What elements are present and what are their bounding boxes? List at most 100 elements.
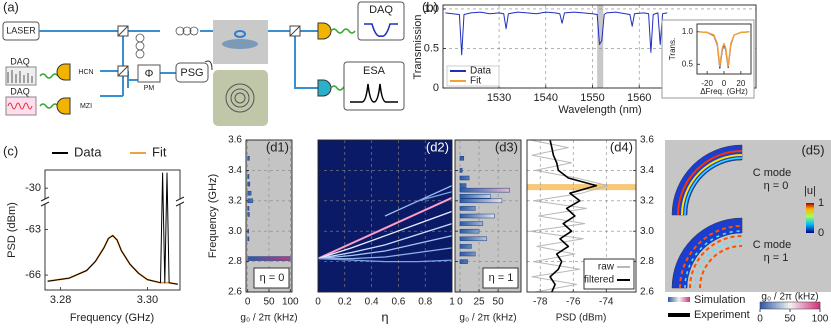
panel-label: (c) (3, 143, 18, 158)
y-tick-label: -63 (25, 223, 41, 235)
x-tick-label: -20 (701, 79, 713, 88)
psg-label: PSG (180, 67, 203, 79)
simulation-panel: (d5) C mode η = 0 C mode η = 1 |u| (665, 140, 831, 292)
x-tick-label: 3.28 (50, 294, 71, 306)
colorbar-cell (808, 302, 811, 309)
legend-label: Fit (470, 76, 481, 87)
legend-label: Data (470, 66, 492, 77)
x-tick-label: 0.8 (418, 297, 432, 308)
splitter-face (117, 25, 129, 37)
phase-label: Φ (145, 68, 154, 80)
bar (247, 228, 249, 234)
mode-shape (684, 157, 743, 216)
colorbar-cell (778, 302, 781, 309)
daq-box (357, 1, 405, 41)
device-image (213, 70, 268, 126)
daq-label: DAQ (369, 4, 393, 16)
series-line (318, 247, 453, 260)
eta-label: η = 1 (764, 252, 789, 264)
y-tick-label: 3.2 (228, 195, 242, 206)
y-tick-label: 2.8 (228, 256, 242, 267)
x-tick-label: 0 (245, 297, 251, 308)
x-tick-label: 3.30 (137, 294, 158, 306)
colorbar-cell (770, 302, 773, 309)
bar (459, 175, 470, 181)
colorbar-cell (764, 302, 767, 309)
colorbar-cell (806, 302, 809, 309)
colorbar-cell (776, 302, 779, 309)
x-tick-label: 50 (493, 297, 505, 308)
mode-shape (684, 230, 743, 289)
mzi-label: MZI (80, 103, 92, 110)
x-axis-label: ΔFreq. (GHz) (700, 87, 748, 96)
mode-label: C mode (753, 167, 792, 179)
colorbar-cell (786, 302, 789, 309)
bar (459, 259, 468, 264)
colorbar-cell (816, 302, 819, 309)
bar (459, 221, 484, 226)
series-line (317, 210, 453, 260)
bar (459, 206, 476, 211)
bar (247, 256, 291, 261)
y-tick-label: -30 (25, 182, 41, 194)
fiber (39, 30, 318, 97)
bar (459, 155, 465, 161)
esa-box (343, 61, 405, 111)
x-tick-label: 1560 (627, 92, 651, 104)
y-axis-label: PSD (dBm) (6, 202, 18, 258)
mode-shape (681, 154, 743, 216)
x-tick-label: 1550 (580, 92, 604, 104)
mode-label: C mode (753, 239, 792, 251)
x-tick-label: 0 (457, 297, 463, 308)
legend-label: Experiment (694, 309, 750, 321)
colorbar-cell (782, 302, 785, 309)
plot-frame (526, 139, 637, 293)
y-tick-label: 3.0 (640, 226, 654, 237)
mode-shape (671, 144, 743, 216)
daq-label: DAQ (10, 86, 30, 96)
bar (459, 168, 463, 173)
x-tick-label: 0.2 (338, 297, 352, 308)
colorbar-cell (766, 302, 769, 309)
y-tick-label: 3.6 (228, 135, 242, 146)
esa-label: ESA (363, 65, 386, 77)
annotation-box (482, 267, 519, 289)
x-tick-label: 0 (722, 79, 727, 88)
panel-label: (d4) (610, 139, 633, 154)
x-tick-label: 20 (736, 79, 745, 88)
bar (459, 228, 480, 234)
panel-label: (d3) (495, 139, 518, 154)
bar (459, 193, 491, 199)
x-axis-label: g₀ / 2π (kHz) (240, 313, 297, 324)
legend-label: filtered (584, 275, 614, 286)
eta-label: η = 0 (764, 180, 789, 192)
plot-frame (44, 169, 181, 291)
y-tick-label: 3.0 (228, 226, 242, 237)
panel-label: (a) (3, 0, 19, 14)
colorbar-cell (768, 302, 771, 309)
series-line (317, 222, 453, 260)
plot-area (45, 170, 180, 290)
panel-label: (d2) (426, 139, 449, 154)
colorbar-tick-label: 0 (757, 314, 763, 325)
colorbar-tick-label: 100 (812, 314, 829, 325)
panel-label: (d1) (266, 139, 289, 154)
hcn-label: HCN (78, 69, 93, 76)
series-line (529, 139, 609, 293)
colorbar (806, 203, 814, 233)
fiber-coils (135, 26, 199, 59)
axis-break-mark (40, 196, 50, 207)
axis-break-mark (175, 196, 185, 207)
colorbar-cell (792, 302, 795, 309)
annotation-box (253, 267, 290, 289)
y-axis-label: Frequency (GHz) (207, 174, 219, 258)
bar (459, 198, 503, 204)
detector (56, 63, 71, 115)
highlight-band (597, 5, 604, 88)
x-axis-label: g₀ / 2π (kHz) (459, 313, 516, 324)
annotation: η = 0 (260, 272, 285, 284)
setup-diagram: (a) LASER Φ PM PSG DAQ ESA DAQ (2, 0, 405, 126)
phase-box (137, 64, 161, 83)
mode-shape (677, 150, 743, 216)
bar (247, 198, 254, 204)
